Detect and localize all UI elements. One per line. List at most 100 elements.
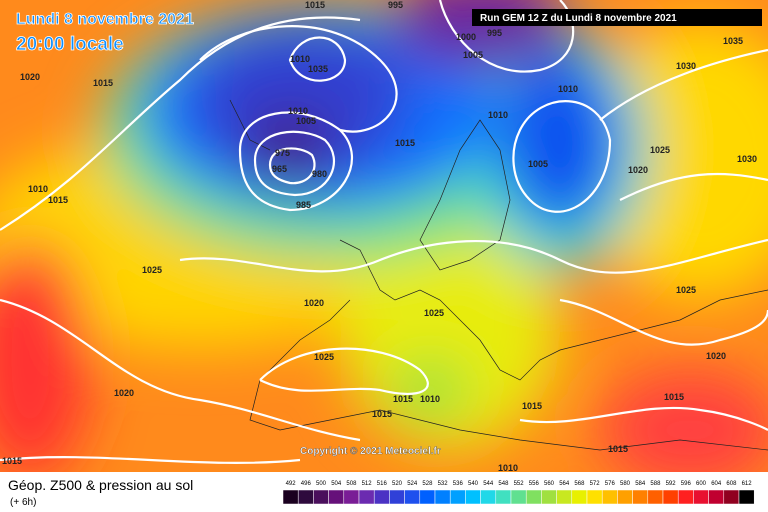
legend-swatch [404,489,421,505]
legend: 492 496 500 504 508 512 516 520 524 528 532 536 540 5… [282,481,755,505]
legend-value: 524 [407,481,418,487]
legend-value: 508 [346,481,357,487]
legend-swatch [373,489,390,505]
isobar-label: 1015 [48,195,68,205]
legend-value: 504 [331,481,342,487]
isobar-label: 1010 [288,106,308,116]
run-box [472,9,762,26]
legend-swatch [434,489,451,505]
legend-swatch [632,489,649,505]
isobar-label: 1015 [93,78,113,88]
coastlines [229,99,768,451]
footer-title: Géop. Z500 & pression au sol [8,477,193,493]
legend-swatch [571,489,588,505]
legend-swatch [343,489,360,505]
copyright: Copyright © 2021 Meteociel.fr [300,446,441,457]
legend-value: 572 [590,481,601,487]
isobar-label: 1015 [522,401,542,411]
legend-swatch [556,489,573,505]
run-info: Run GEM 12 Z du Lundi 8 novembre 2021 [480,13,677,24]
isobar-label: 1015 [372,409,392,419]
legend-swatch [510,489,527,505]
legend-value: 540 [468,481,479,487]
legend-swatch [419,489,436,505]
legend-value: 516 [377,481,388,487]
legend-swatch [617,489,633,505]
legend-swatch [328,489,345,505]
isobar-label: 1035 [723,36,743,46]
legend-value: 548 [498,481,509,487]
isobar-label: 1035 [308,64,328,74]
legend-value: 584 [635,481,646,487]
isobar-label: 995 [388,0,403,10]
legend-swatch [647,489,664,505]
legend-swatch [495,489,512,505]
legend-swatch [297,489,314,505]
legend-swatch [313,489,329,505]
isobar-label: 1005 [296,116,316,126]
legend-value: 600 [696,481,707,487]
isobar-labels: 1015 995995100010051035103010201015101010… [2,0,757,473]
isobar-label: 1020 [304,298,324,308]
legend-value: 544 [483,481,494,487]
isobar-label: 1005 [528,159,548,169]
isobar-label: 1025 [424,308,444,318]
legend-value: 592 [666,481,677,487]
legend-swatch [662,489,679,505]
isobar-label: 1010 [558,84,578,94]
legend-value: 492 [286,481,297,487]
legend-swatch [677,489,694,505]
isobar-label: 1010 [290,54,310,64]
legend-swatch [282,489,299,505]
isobar-label: 1020 [628,165,648,175]
isobar-label: 1015 [608,444,628,454]
legend-value: 560 [544,481,555,487]
isobar-label: 1015 [664,392,684,402]
legend-value: 512 [362,481,373,487]
legend-value: 520 [392,481,403,487]
isobar-label: 1010 [488,110,508,120]
legend-value: 568 [574,481,585,487]
legend-value: 532 [438,481,449,487]
isobar-label: 1000 [456,32,476,42]
isobar-label: 1030 [737,154,757,164]
isobar-label: 1010 [498,463,518,473]
isobar-label: 1025 [650,145,670,155]
legend-value: 576 [605,481,616,487]
legend-value: 604 [711,481,722,487]
legend-value: 564 [559,481,570,487]
isobars [0,0,768,464]
legend-swatch [389,489,405,505]
isobar-label: 1020 [20,72,40,82]
isobar-label: 975 [275,148,290,158]
legend-value: 556 [529,481,540,487]
date: Lundi 8 novembre 2021 [16,11,194,28]
legend-swatch [480,489,497,505]
footer-step: (+ 6h) [10,497,36,508]
legend-swatch [693,489,709,505]
isobar-label: 1025 [142,265,162,275]
legend-value: 528 [422,481,433,487]
legend-value: 608 [726,481,737,487]
isobar-label: 1020 [706,351,726,361]
legend-value: 612 [742,481,753,487]
legend-value: 596 [681,481,692,487]
isobar-label: 1015 [2,456,22,466]
isobar-label: 1015 [305,0,325,10]
isobar-label: 1025 [314,352,334,362]
isobar-label: 1010 [28,184,48,194]
legend-value: 500 [316,481,327,487]
isobar-label: 1020 [114,388,134,398]
isobar-label: 1010 [420,394,440,404]
legend-value: 536 [453,481,464,487]
isobar-label: 1015 [393,394,413,404]
isobar-label: 965 [272,164,287,174]
isobar-label: 1030 [676,61,696,71]
isobar-label: 995 [487,28,502,38]
legend-swatch [708,489,725,505]
legend-swatch [541,489,557,505]
legend-value: 580 [620,481,631,487]
legend-value: 496 [301,481,312,487]
